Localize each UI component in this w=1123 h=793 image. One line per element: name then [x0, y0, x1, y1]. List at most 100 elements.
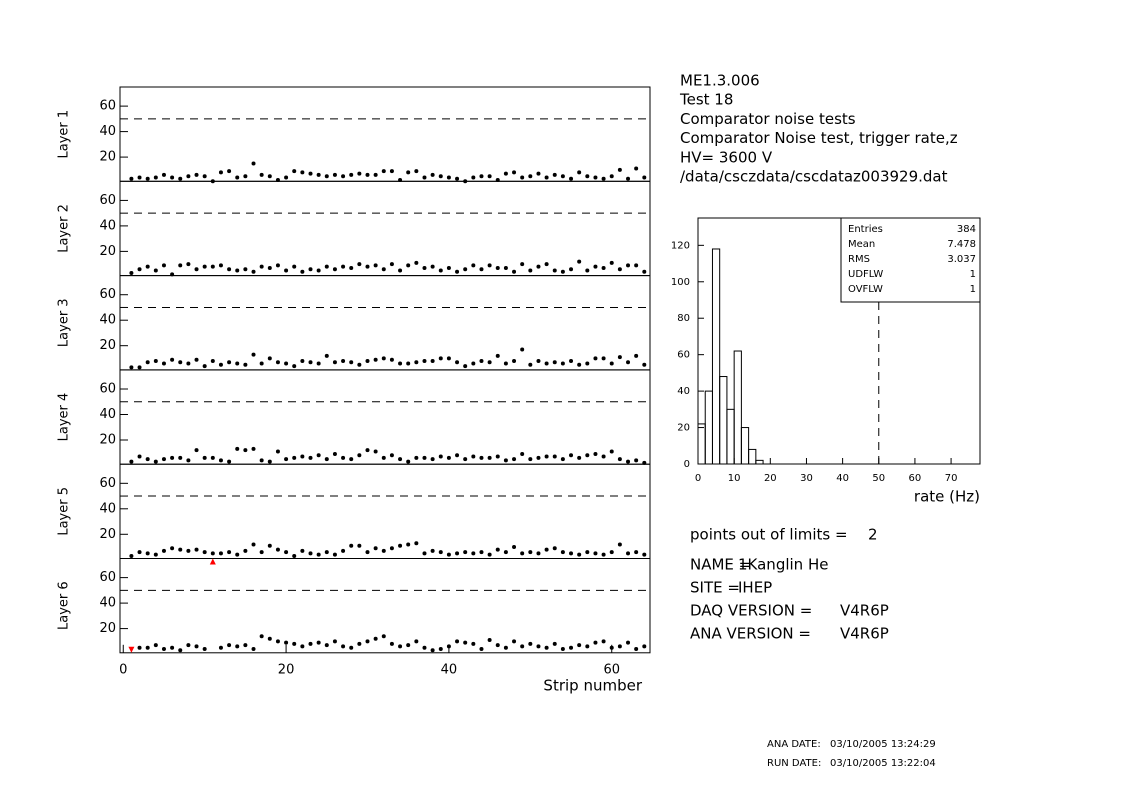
- x-axis-label: Strip number: [543, 676, 642, 694]
- plot-frame: [697, 217, 981, 465]
- x-axis-label: rate (Hz): [914, 488, 980, 506]
- data-point: [129, 459, 134, 464]
- data-point: [471, 361, 476, 366]
- data-point: [341, 174, 346, 179]
- data-point: [430, 358, 435, 363]
- x-tick-label: 0: [119, 662, 127, 677]
- stats-value: 3.037: [947, 254, 976, 265]
- data-point: [609, 260, 614, 265]
- layer-label: Layer 2: [57, 204, 72, 253]
- data-point: [129, 176, 134, 181]
- data-point: [512, 457, 517, 462]
- data-point: [316, 268, 321, 273]
- data-point: [463, 267, 468, 272]
- data-point: [642, 269, 647, 274]
- data-point: [398, 543, 403, 548]
- stats-value: 7.478: [947, 239, 976, 250]
- data-point: [479, 174, 484, 179]
- data-point: [332, 452, 337, 457]
- y-tick-label: 100: [671, 277, 690, 288]
- data-point: [218, 458, 223, 463]
- data-point: [178, 547, 183, 552]
- date-value: 03/10/2005 13:22:04: [830, 758, 936, 769]
- data-point: [503, 361, 508, 366]
- y-tick-label: 40: [99, 407, 116, 422]
- data-point: [178, 176, 183, 181]
- data-point: [137, 645, 142, 650]
- data-point: [430, 264, 435, 269]
- data-point: [153, 459, 158, 464]
- data-point: [495, 353, 500, 358]
- data-point: [267, 265, 272, 270]
- data-point: [569, 551, 574, 556]
- data-point: [316, 172, 321, 177]
- data-point: [292, 553, 297, 558]
- data-point: [560, 550, 565, 555]
- histogram-bar: [755, 459, 764, 465]
- data-point: [528, 268, 533, 273]
- y-tick-label: 120: [671, 240, 690, 251]
- data-point: [349, 543, 354, 548]
- data-point: [227, 360, 232, 365]
- field-value: V4R6P: [840, 602, 889, 620]
- data-point: [381, 455, 386, 460]
- data-point: [365, 264, 370, 269]
- data-point: [528, 641, 533, 646]
- info-line: Comparator Noise test, trigger rate,z: [680, 129, 958, 147]
- data-point: [446, 455, 451, 460]
- data-point: [520, 551, 525, 556]
- date-label: RUN DATE:: [767, 758, 821, 769]
- data-point: [487, 263, 492, 268]
- data-point: [316, 361, 321, 366]
- data-point: [170, 645, 175, 650]
- x-tick-label: 30: [800, 473, 813, 484]
- data-point: [373, 636, 378, 641]
- data-point: [601, 265, 606, 270]
- x-tick-label: 70: [945, 473, 958, 484]
- data-point: [324, 174, 329, 179]
- data-point: [194, 644, 199, 649]
- data-point: [512, 545, 517, 550]
- layer-label: Layer 3: [57, 298, 72, 347]
- data-point: [577, 455, 582, 460]
- data-point: [170, 455, 175, 460]
- data-point: [503, 550, 508, 555]
- data-point: [414, 169, 419, 174]
- data-point: [577, 362, 582, 367]
- data-point: [617, 355, 622, 360]
- data-point: [544, 454, 549, 459]
- data-point: [414, 639, 419, 644]
- data-point: [577, 259, 582, 264]
- histogram-bar: [726, 408, 735, 465]
- data-point: [569, 358, 574, 363]
- data-point: [609, 449, 614, 454]
- panel-frame: [119, 369, 651, 465]
- data-point: [446, 552, 451, 557]
- data-point: [495, 547, 500, 552]
- data-point: [438, 646, 443, 651]
- data-point: [381, 548, 386, 553]
- data-point: [300, 269, 305, 274]
- data-point: [365, 172, 370, 177]
- data-point: [341, 358, 346, 363]
- data-point: [218, 263, 223, 268]
- data-point: [634, 550, 639, 555]
- data-point: [137, 175, 142, 180]
- data-point: [634, 458, 639, 463]
- panel-frame: [119, 180, 651, 277]
- data-point: [170, 546, 175, 551]
- data-point: [161, 361, 166, 366]
- data-point: [617, 267, 622, 272]
- y-tick-label: 40: [677, 386, 690, 397]
- field-value: IHEP: [738, 579, 772, 597]
- data-point: [357, 453, 362, 458]
- data-point: [422, 551, 427, 556]
- data-point: [617, 457, 622, 462]
- data-point: [218, 170, 223, 175]
- data-point: [267, 356, 272, 361]
- data-point: [528, 174, 533, 179]
- data-point: [153, 552, 158, 557]
- data-point: [455, 176, 460, 181]
- data-point: [487, 174, 492, 179]
